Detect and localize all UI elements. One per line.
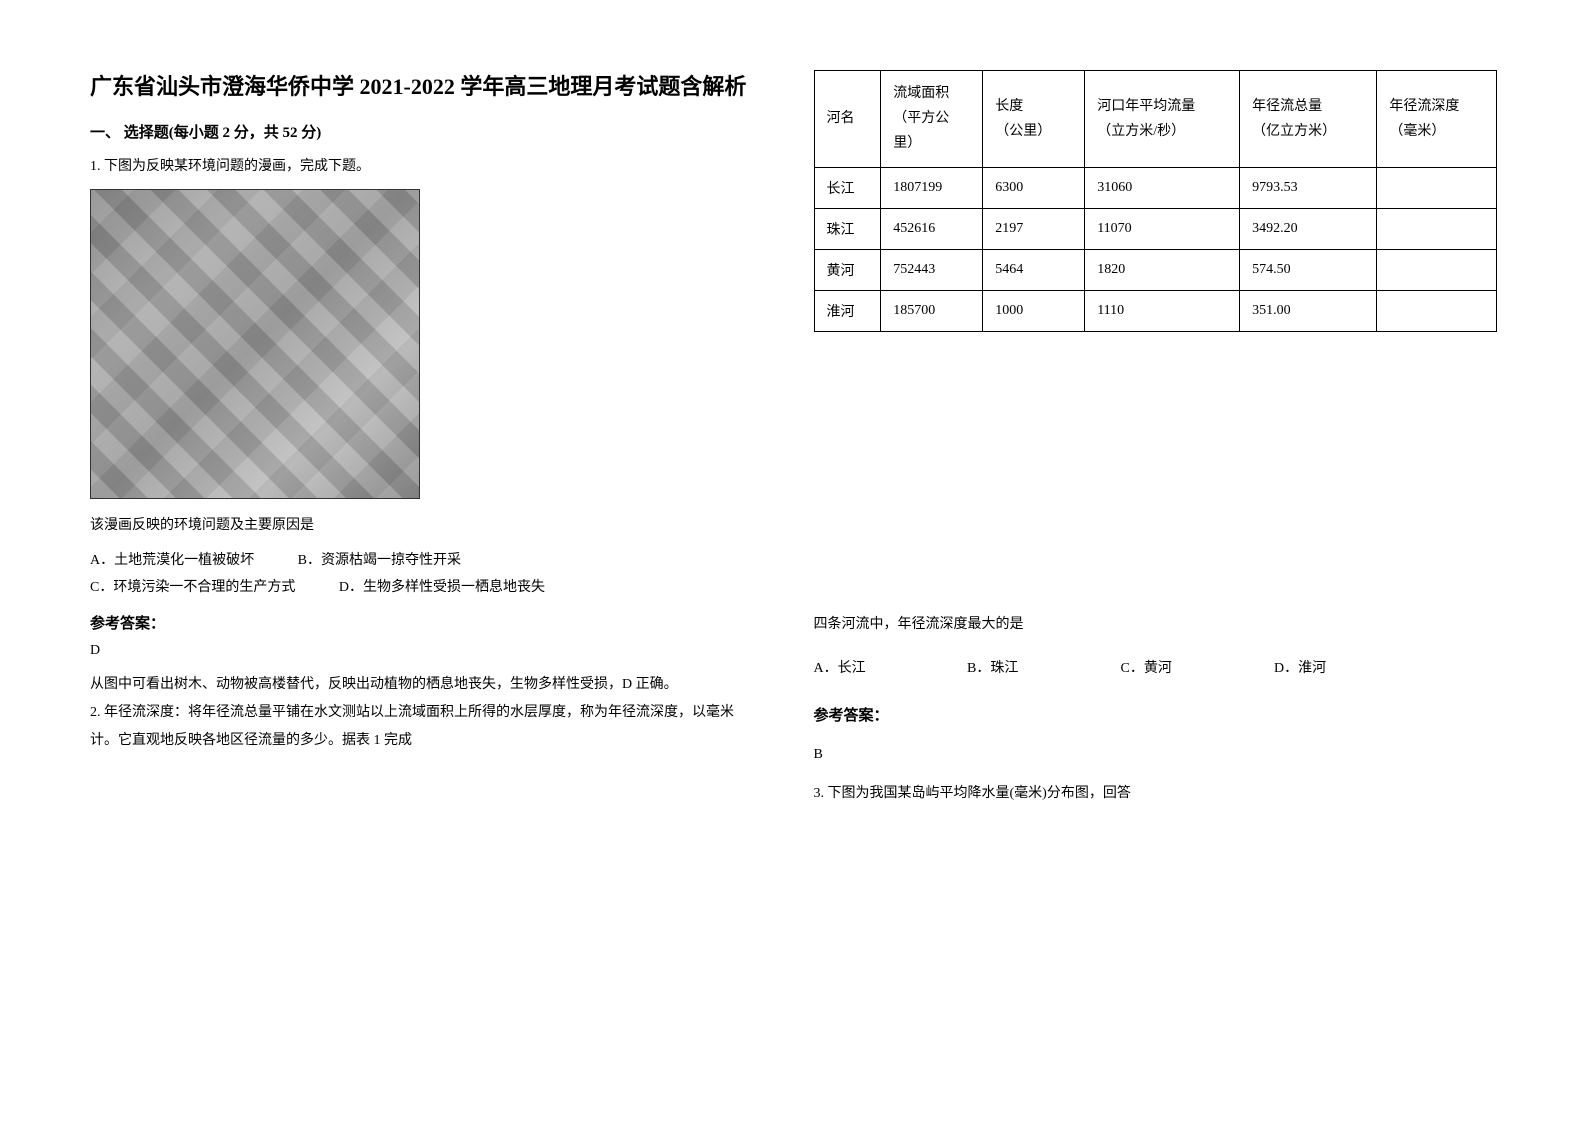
q1-explanation: 从图中可看出树木、动物被高楼替代，反映出动植物的栖息地丧失，生物多样性受损，D … [90, 671, 754, 699]
cell-area: 752443 [881, 249, 983, 290]
col-area-l3: 里） [893, 131, 970, 156]
q2-option-d: D．淮河 [1274, 655, 1424, 683]
col-river-label: 河名 [827, 106, 869, 131]
q2-option-c: C．黄河 [1121, 655, 1271, 683]
col-length: 长度 （公里） [983, 71, 1085, 168]
q2-answer-label: 参考答案： [814, 701, 1498, 731]
cell-total: 351.00 [1240, 290, 1377, 331]
col-depth-l2: （毫米） [1389, 119, 1484, 144]
q2-prompt: 2. 年径流深度：将年径流总量平铺在水文测站以上流域面积上所得的水层厚度，称为年… [90, 699, 754, 755]
table-row: 长江 1807199 6300 31060 9793.53 [814, 167, 1497, 208]
q3-prompt: 3. 下图为我国某岛屿平均降水量(毫米)分布图，回答 [814, 781, 1498, 806]
q1-cartoon-image [90, 189, 420, 499]
cell-river: 长江 [814, 167, 881, 208]
q1-sub-prompt: 该漫画反映的环境问题及主要原因是 [90, 513, 754, 538]
q2-sub-prompt: 四条河流中，年径流深度最大的是 [814, 612, 1498, 637]
col-area: 流域面积 （平方公 里） [881, 71, 983, 168]
q2-block: 四条河流中，年径流深度最大的是 A．长江 B．珠江 C．黄河 D．淮河 参考答案… [814, 612, 1498, 806]
cell-area: 1807199 [881, 167, 983, 208]
table-row: 淮河 185700 1000 1110 351.00 [814, 290, 1497, 331]
col-length-l1: 长度 [995, 94, 1072, 119]
section-heading: 一、 选择题(每小题 2 分，共 52 分) [90, 121, 754, 142]
q1-prompt: 1. 下图为反映某环境问题的漫画，完成下题。 [90, 154, 754, 179]
q2-option-b: B．珠江 [967, 655, 1117, 683]
q1-option-a: A．土地荒漠化一植被破坏 [90, 548, 254, 575]
cell-total: 574.50 [1240, 249, 1377, 290]
cell-length: 6300 [983, 167, 1085, 208]
right-column: 河名 流域面积 （平方公 里） 长度 （公里） [794, 0, 1587, 1122]
table-header-row: 河名 流域面积 （平方公 里） 长度 （公里） [814, 71, 1497, 168]
cell-length: 1000 [983, 290, 1085, 331]
cell-flow: 11070 [1085, 208, 1240, 249]
table-row: 黄河 752443 5464 1820 574.50 [814, 249, 1497, 290]
col-flow-l1: 河口年平均流量 [1097, 94, 1227, 119]
col-depth: 年径流深度 （毫米） [1377, 71, 1497, 168]
col-total-l2: （亿立方米） [1252, 119, 1364, 144]
rivers-table: 河名 流域面积 （平方公 里） 长度 （公里） [814, 70, 1498, 332]
q1-answer-label: 参考答案： [90, 612, 754, 633]
cell-river: 黄河 [814, 249, 881, 290]
q1-options-row2: C．环境污染一不合理的生产方式 D．生物多样性受损一栖息地丧失 [90, 575, 754, 602]
col-total: 年径流总量 （亿立方米） [1240, 71, 1377, 168]
cell-area: 185700 [881, 290, 983, 331]
q1-options-row1: A．土地荒漠化一植被破坏 B．资源枯竭一掠夺性开采 [90, 548, 754, 575]
q2-options-row: A．长江 B．珠江 C．黄河 D．淮河 [814, 655, 1498, 683]
cell-depth [1377, 290, 1497, 331]
cell-river: 淮河 [814, 290, 881, 331]
page-title: 广东省汕头市澄海华侨中学 2021-2022 学年高三地理月考试题含解析 [90, 70, 754, 103]
q1-option-d: D．生物多样性受损一栖息地丧失 [339, 575, 545, 602]
left-column: 广东省汕头市澄海华侨中学 2021-2022 学年高三地理月考试题含解析 一、 … [0, 0, 794, 1122]
q1-option-c: C．环境污染一不合理的生产方式 [90, 575, 295, 602]
col-area-l2: （平方公 [893, 106, 970, 131]
cell-flow: 1820 [1085, 249, 1240, 290]
cell-flow: 31060 [1085, 167, 1240, 208]
cell-depth [1377, 167, 1497, 208]
cell-total: 9793.53 [1240, 167, 1377, 208]
q1-answer: D [90, 643, 754, 659]
page-container: 广东省汕头市澄海华侨中学 2021-2022 学年高三地理月考试题含解析 一、 … [0, 0, 1587, 1122]
cell-area: 452616 [881, 208, 983, 249]
col-length-l2: （公里） [995, 119, 1072, 144]
q2-option-a: A．长江 [814, 655, 964, 683]
col-total-l1: 年径流总量 [1252, 94, 1364, 119]
q1-option-b: B．资源枯竭一掠夺性开采 [298, 548, 461, 575]
cell-length: 2197 [983, 208, 1085, 249]
col-flow-l2: （立方米/秒） [1097, 119, 1227, 144]
col-depth-l1: 年径流深度 [1389, 94, 1484, 119]
col-area-l1: 流域面积 [893, 81, 970, 106]
table-row: 珠江 452616 2197 11070 3492.20 [814, 208, 1497, 249]
col-river: 河名 [814, 71, 881, 168]
col-flow: 河口年平均流量 （立方米/秒） [1085, 71, 1240, 168]
q2-answer: B [814, 741, 1498, 769]
cell-flow: 1110 [1085, 290, 1240, 331]
cell-depth [1377, 249, 1497, 290]
cell-depth [1377, 208, 1497, 249]
cell-total: 3492.20 [1240, 208, 1377, 249]
cell-length: 5464 [983, 249, 1085, 290]
cell-river: 珠江 [814, 208, 881, 249]
